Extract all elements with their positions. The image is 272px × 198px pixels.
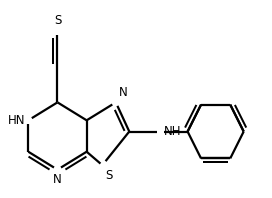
- Text: N: N: [119, 86, 128, 99]
- Text: HN: HN: [7, 114, 25, 127]
- Text: N: N: [53, 173, 62, 186]
- Text: NH: NH: [164, 125, 181, 138]
- Text: S: S: [106, 168, 113, 182]
- Text: S: S: [54, 14, 61, 27]
